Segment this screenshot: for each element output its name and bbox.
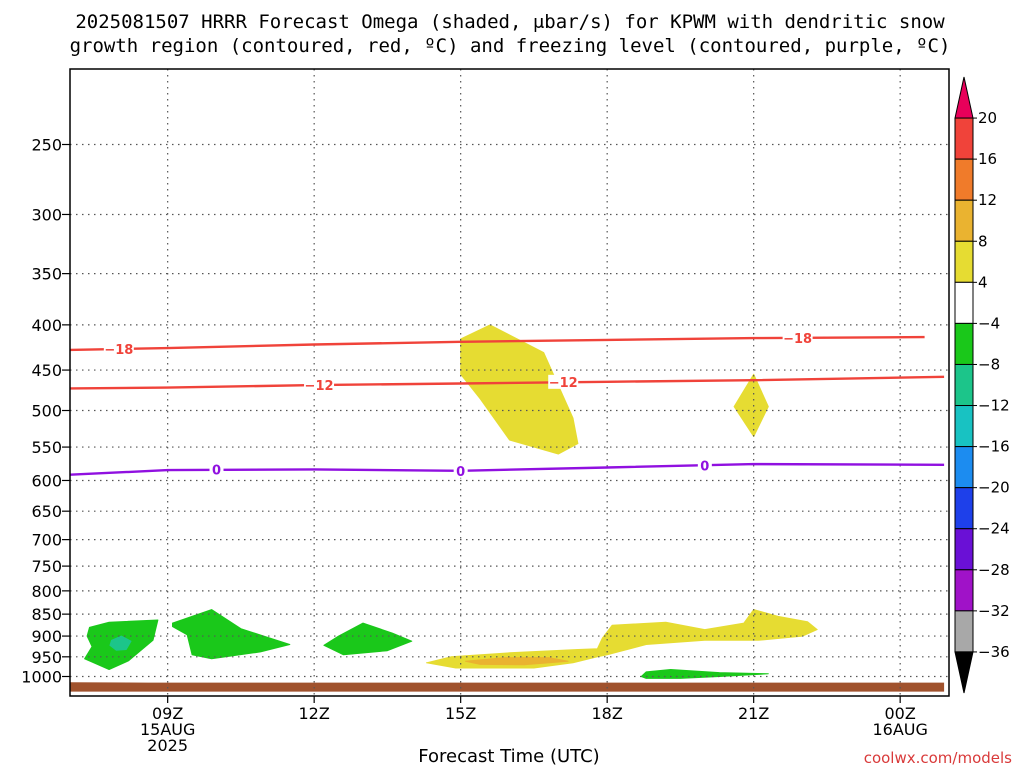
omega-region-downward-motion-4	[640, 669, 769, 679]
colorbar-label: −4	[978, 314, 1000, 332]
y-tick-label: 1000	[21, 668, 62, 687]
colorbar-bin	[954, 405, 974, 448]
y-tick-label: 950	[31, 648, 62, 667]
omega-region-upward-motion-low	[426, 609, 818, 669]
y-tick-label: 700	[31, 531, 62, 550]
y-tick-label: 750	[31, 557, 62, 576]
contour-label-dgz-bottom: −12	[305, 379, 334, 394]
y-tick-label: 600	[31, 471, 62, 490]
x-tick-label: 18Z	[592, 704, 623, 723]
colorbar-label: −28	[978, 561, 1010, 579]
contour-label-bg	[304, 378, 335, 393]
colorbar-bin	[954, 487, 974, 530]
contour-label-dgz-top: −18	[104, 343, 133, 358]
colorbar-label: −24	[978, 520, 1010, 538]
colorbar-label: 12	[978, 191, 997, 209]
x-axis-label: Forecast Time (UTC)	[418, 746, 599, 767]
colorbar-bin	[954, 446, 974, 489]
omega-region-downward-motion-2	[172, 609, 291, 660]
terrain-surface	[70, 682, 945, 692]
x-tick-label: 09Z	[152, 704, 183, 723]
colorbar-bin	[954, 158, 974, 201]
x-tick-label: 2025	[147, 736, 188, 755]
colorbar-bin	[954, 363, 974, 407]
contour-label-freezing-level: 0	[212, 463, 221, 478]
chart-title-line-2: growth region (contoured, red, ºC) and f…	[70, 35, 951, 57]
y-tick-label: 900	[31, 627, 62, 646]
x-tick-label: 15AUG	[140, 720, 195, 739]
omega-region-downward-motion-1-core	[109, 635, 132, 651]
omega-region-upward-motion-low-core	[465, 657, 569, 666]
colorbar-label: −20	[978, 479, 1010, 497]
omega-region-upward-motion-mid	[460, 324, 579, 455]
colorbar-bin	[954, 117, 974, 160]
contour-label-dgz-top: −18	[783, 332, 812, 347]
colorbar-label: 8	[978, 232, 988, 250]
y-tick-label: 800	[31, 582, 62, 601]
y-tick-label: 350	[31, 265, 62, 284]
chart-title-line-1: 2025081507 HRRR Forecast Omega (shaded, …	[75, 11, 945, 33]
colorbar-label: −12	[978, 397, 1010, 415]
contour-label-bg	[209, 462, 224, 477]
colorbar-label: −16	[978, 438, 1010, 456]
x-tick-label: 12Z	[299, 704, 330, 723]
contour-label-bg	[103, 342, 134, 357]
contour-label-bg	[782, 331, 813, 346]
contour-dgz-top	[70, 335, 925, 352]
colorbar: 20 16 12 8 4 −4 −8 −12 −16 −20 −24 −28 −32 −36	[954, 76, 1010, 694]
y-tick-label: 450	[31, 361, 62, 380]
colorbar-bin-top	[954, 76, 974, 119]
colorbar-label: 20	[978, 109, 997, 127]
colorbar-bin	[954, 281, 974, 324]
colorbar-bin	[954, 610, 974, 653]
y-tick-label: 400	[31, 316, 62, 335]
y-tick-label: 250	[31, 136, 62, 155]
x-tick-label: 15Z	[445, 704, 476, 723]
colorbar-bin	[954, 199, 974, 242]
colorbar-bin	[954, 240, 974, 283]
x-tick-label: 21Z	[738, 704, 769, 723]
y-tick-label: 650	[31, 502, 62, 521]
contour-label-dgz-bottom: −12	[549, 376, 578, 391]
plot-body: −18 −18 −12 −12 0 0 0	[70, 69, 949, 696]
colorbar-label: −32	[978, 602, 1010, 620]
contour-label-bg	[697, 458, 712, 473]
colorbar-label: −36	[978, 643, 1010, 661]
x-tick-label: 00Z	[885, 704, 916, 723]
x-tick-label: 16AUG	[872, 720, 927, 739]
colorbar-label: 4	[978, 273, 988, 291]
contour-dgz-bottom	[70, 375, 945, 390]
contour-label-freezing-level: 0	[700, 459, 709, 474]
credit-text: coolwx.com/models	[864, 749, 1012, 767]
colorbar-bin	[954, 569, 974, 612]
plot-frame	[69, 68, 950, 697]
contour-freezing-level	[70, 462, 945, 476]
colorbar-label: −8	[978, 355, 1000, 373]
contour-label-bg	[548, 374, 579, 389]
y-tick-label: 300	[31, 205, 62, 224]
colorbar-bin	[954, 528, 974, 571]
colorbar-bin	[954, 322, 974, 365]
omega-region-upward-motion-21z	[733, 373, 769, 437]
colorbar-label: 16	[978, 150, 997, 168]
plot-area: −18 −18 −12 −12 0 0 0 250 300 350 400 450 500 550 600 6…	[21, 68, 950, 755]
y-tick-label: 850	[31, 605, 62, 624]
colorbar-bin-bottom	[954, 651, 974, 694]
contour-label-freezing-level: 0	[456, 465, 465, 480]
y-tick-label: 500	[31, 402, 62, 421]
omega-region-downward-motion-3	[323, 622, 413, 656]
contour-label-bg	[453, 463, 468, 478]
y-tick-label: 550	[31, 438, 62, 457]
